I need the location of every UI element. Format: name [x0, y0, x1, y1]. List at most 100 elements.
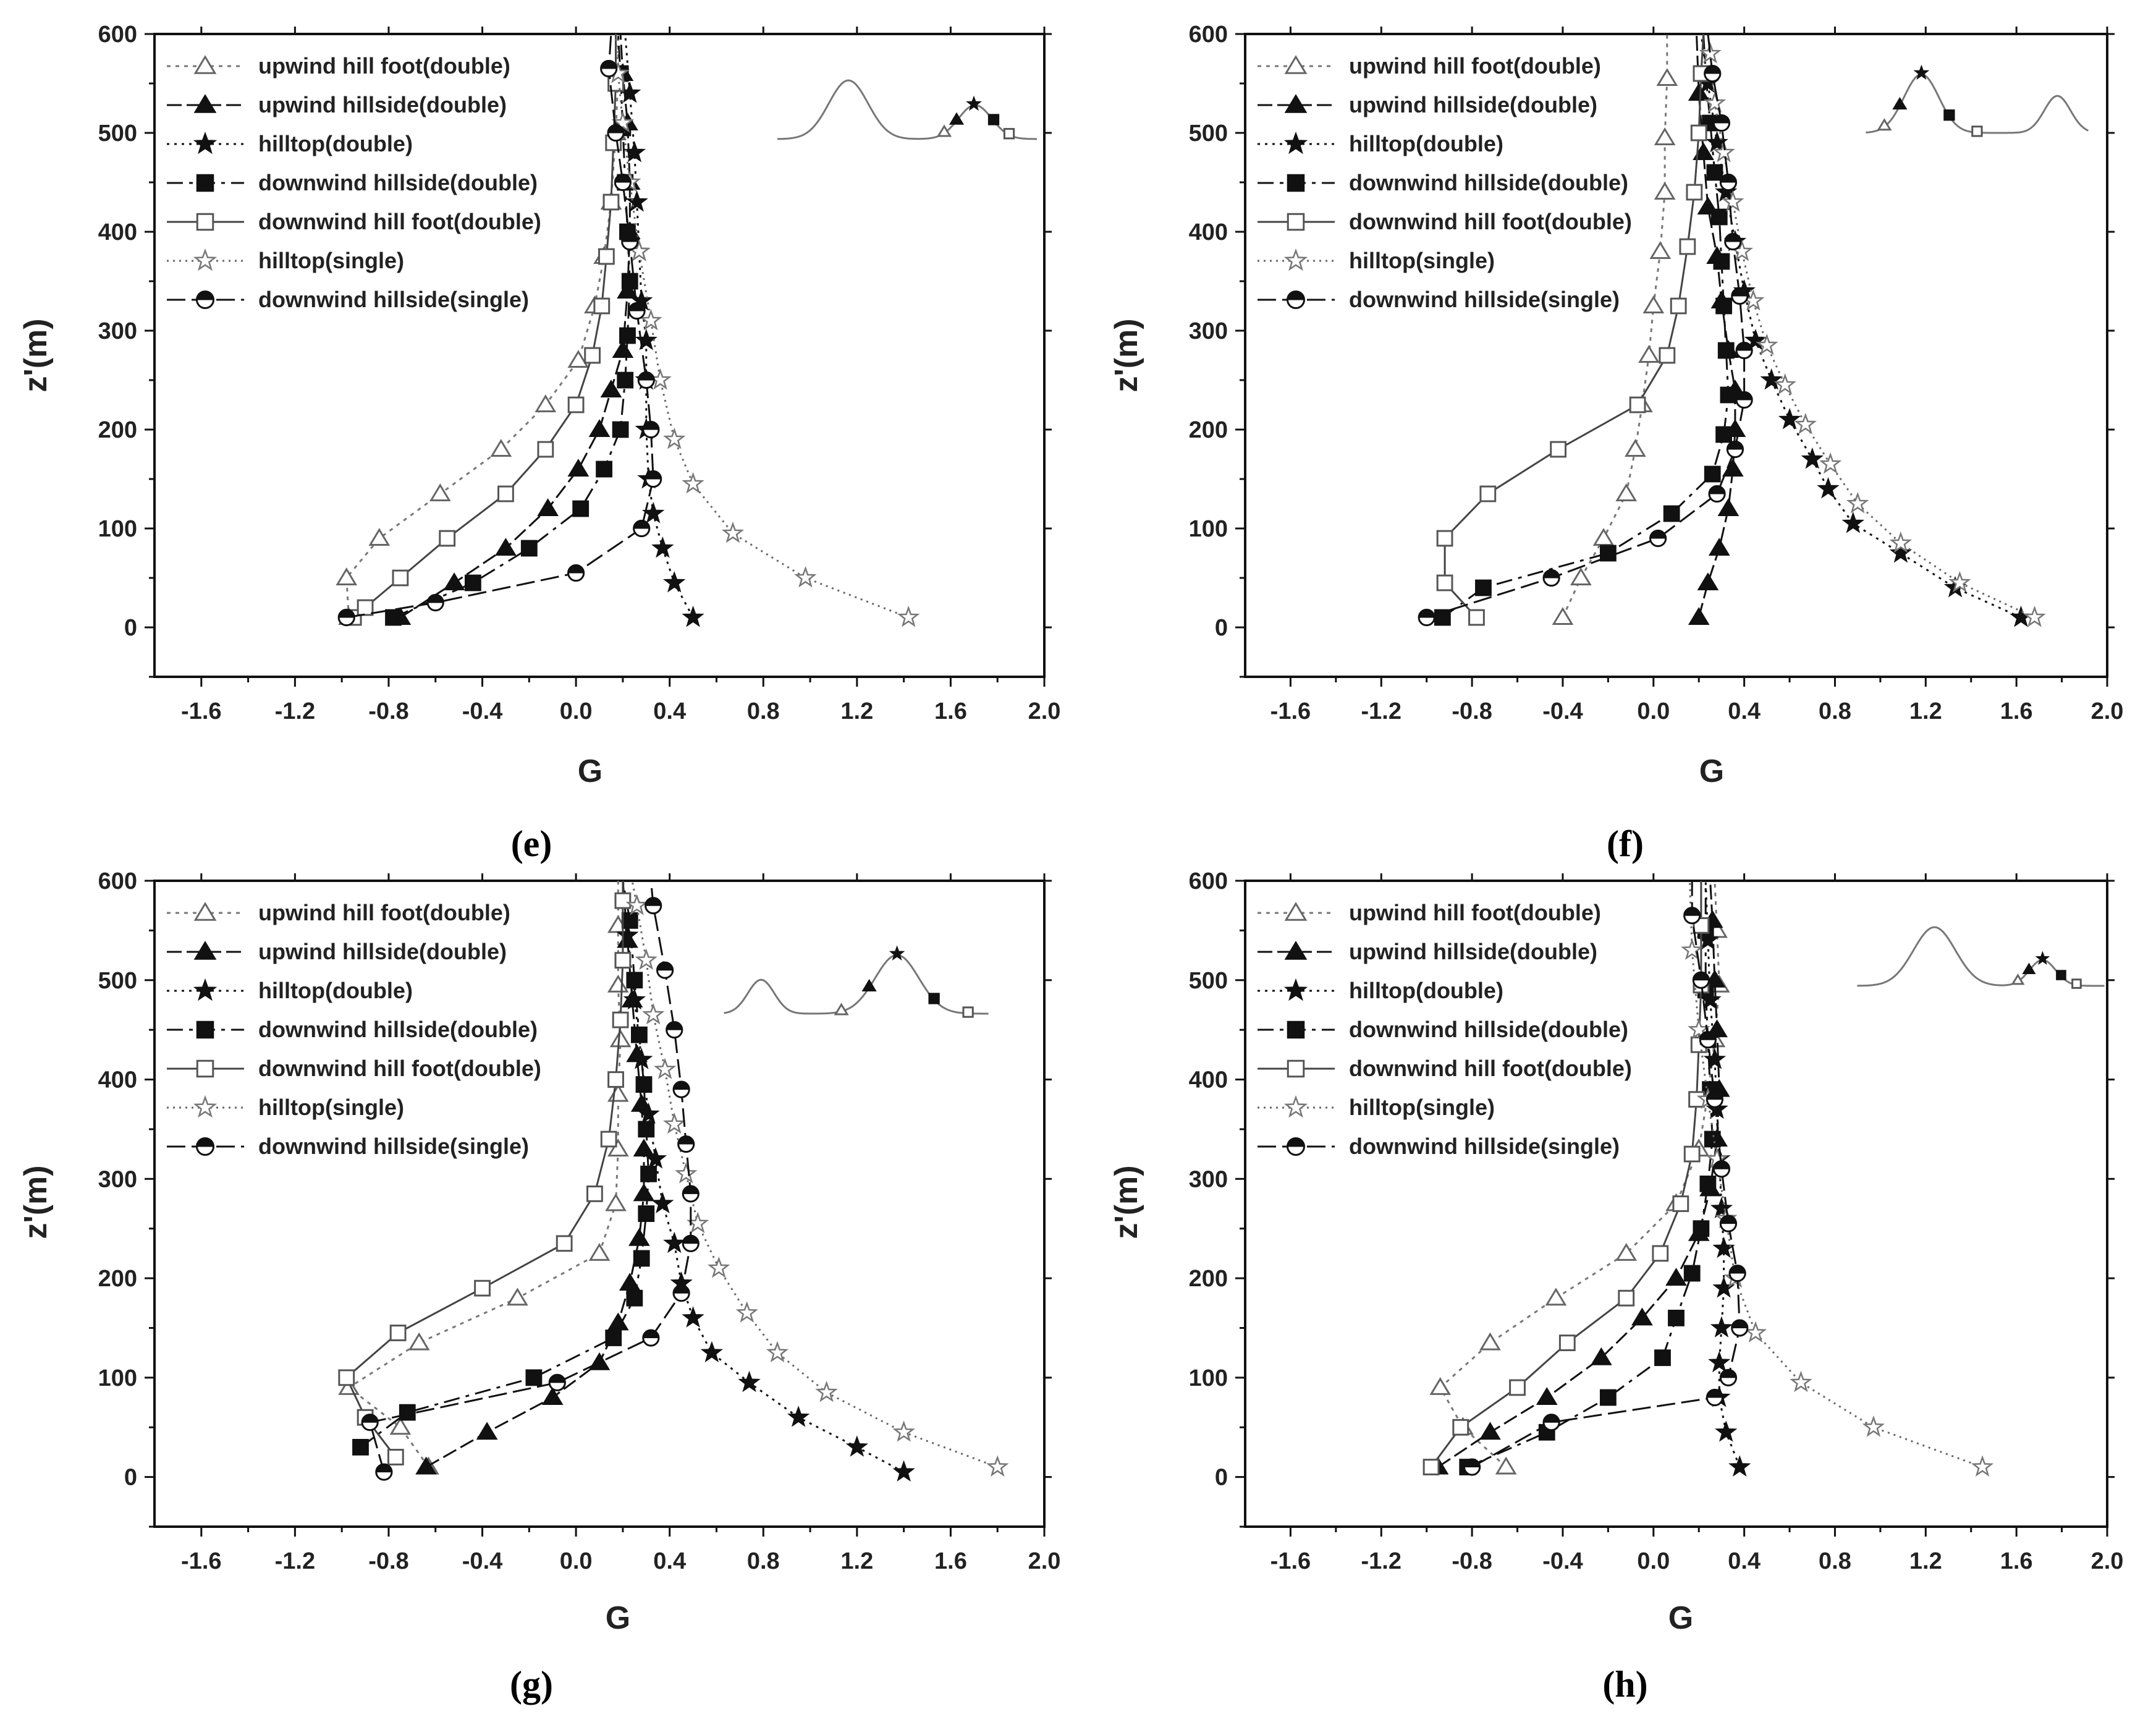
- series-downwind-hillside-double-: [1434, 34, 1737, 626]
- y-axis-title: z'(m): [18, 1165, 54, 1239]
- x-tick-label: -1.2: [275, 1548, 315, 1574]
- series-downwind-hillside-double-: [385, 34, 638, 626]
- data-point: [1773, 373, 1796, 395]
- data-point: [1542, 1414, 1560, 1431]
- inset-marker: [966, 95, 982, 111]
- legend-marker: [1284, 902, 1308, 921]
- legend-item: downwind hill foot(double): [167, 209, 541, 234]
- data-point: [1722, 459, 1744, 477]
- y-tick-label: 500: [1189, 968, 1228, 994]
- panel-label: (e): [511, 823, 552, 864]
- x-tick-label: 2.0: [2091, 698, 2124, 724]
- legend-label: downwind hillside(double): [258, 170, 538, 195]
- data-point: [1744, 328, 1767, 350]
- data-point: [635, 948, 657, 970]
- legend-item: downwind hillside(single): [167, 287, 529, 312]
- y-tick-label: 500: [1189, 121, 1228, 146]
- inset-marker: [1971, 125, 1983, 137]
- legend-item: downwind hill foot(double): [1258, 1056, 1632, 1081]
- data-point: [1719, 1215, 1738, 1232]
- data-point: [1712, 114, 1731, 132]
- data-point: [1817, 477, 1840, 499]
- data-point: [1790, 1370, 1812, 1393]
- legend-marker: [193, 941, 217, 960]
- inset-marker: [1943, 109, 1955, 121]
- series-line: [1700, 34, 2022, 619]
- data-point: [600, 380, 622, 397]
- data-point: [1699, 1175, 1717, 1192]
- data-point: [637, 1102, 660, 1124]
- data-point: [628, 302, 646, 320]
- data-point: [1841, 511, 1865, 533]
- data-point: [399, 1404, 416, 1421]
- inset-marker: [936, 124, 952, 137]
- data-point: [1693, 142, 1714, 160]
- x-tick-label: 0.0: [1637, 1548, 1670, 1574]
- x-tick-label: 0.8: [1819, 698, 1851, 724]
- data-point: [633, 519, 651, 538]
- legend-item: hilltop(double): [1258, 131, 1503, 156]
- data-point: [338, 1369, 355, 1386]
- plot-frame: [1244, 33, 2108, 678]
- x-tick-label: 0.4: [1728, 698, 1761, 724]
- series-line: [1707, 34, 2036, 619]
- data-point: [1670, 297, 1687, 315]
- legend-item: upwind hill foot(double): [167, 53, 510, 78]
- legend-label: upwind hill foot(double): [1349, 53, 1601, 78]
- series-upwind-hill-foot-double-: [336, 34, 629, 625]
- data-point: [1509, 1379, 1526, 1396]
- legend-marker: [1287, 1059, 1305, 1078]
- y-tick-label: 600: [98, 868, 137, 894]
- data-point: [1728, 1455, 1751, 1477]
- legend-marker: [196, 213, 214, 231]
- data-point: [614, 892, 632, 909]
- data-point: [633, 1250, 650, 1267]
- legend-label: upwind hillside(double): [258, 92, 507, 117]
- data-point: [642, 420, 660, 439]
- data-point: [607, 124, 625, 142]
- legend-label: downwind hillside(double): [258, 1017, 538, 1042]
- data-point: [623, 988, 646, 1010]
- data-point: [548, 1373, 566, 1391]
- data-point: [1558, 1334, 1576, 1351]
- legend-label: upwind hillside(double): [258, 939, 507, 964]
- legend-marker: [193, 131, 218, 155]
- data-point: [1731, 1319, 1749, 1337]
- data-point: [567, 396, 585, 414]
- x-tick-label: -0.4: [1542, 1548, 1583, 1574]
- data-point: [1618, 1289, 1635, 1307]
- x-tick-label: -0.8: [1452, 1548, 1492, 1574]
- legend: upwind hill foot(double) upwind hillside(…: [1258, 900, 1632, 1159]
- data-point: [1692, 971, 1710, 989]
- data-point: [1726, 440, 1744, 459]
- inset-marker: [987, 114, 1000, 125]
- legend-marker: [1287, 291, 1305, 309]
- x-tick-label: -0.8: [1452, 698, 1492, 724]
- plot-frame: [1244, 880, 2108, 1528]
- chart-panel: -1.6 -1.2 -0.8 -0.4 0.0 0.4 0.8 1.2 1.6 2.0 0 100 20…: [18, 868, 1060, 1705]
- data-point: [464, 574, 481, 592]
- data-point: [626, 1289, 643, 1307]
- inset-marker: [1913, 64, 1930, 80]
- legend-marker: [1283, 978, 1308, 1001]
- legend-marker: [1284, 55, 1308, 74]
- legend-marker: [1287, 1137, 1305, 1156]
- data-point: [1615, 1242, 1638, 1261]
- legend-item: hilltop(single): [167, 1095, 404, 1120]
- data-point: [1625, 439, 1646, 457]
- y-tick-label: 300: [1189, 1166, 1228, 1192]
- data-point: [1570, 567, 1592, 585]
- terrain-profile: [1857, 926, 2105, 987]
- data-point: [1479, 1422, 1501, 1440]
- inset-marker: [2011, 973, 2025, 985]
- series-group: [336, 34, 920, 627]
- data-point: [1463, 1458, 1481, 1476]
- data-point: [1760, 368, 1783, 390]
- legend-item: upwind hillside(double): [167, 92, 507, 117]
- y-tick-label: 400: [98, 1067, 137, 1093]
- data-point: [602, 193, 620, 211]
- legend-marker: [1287, 1020, 1305, 1039]
- data-point: [1615, 483, 1638, 501]
- series-downwind-hillside-double-: [352, 881, 657, 1456]
- data-point: [593, 297, 611, 315]
